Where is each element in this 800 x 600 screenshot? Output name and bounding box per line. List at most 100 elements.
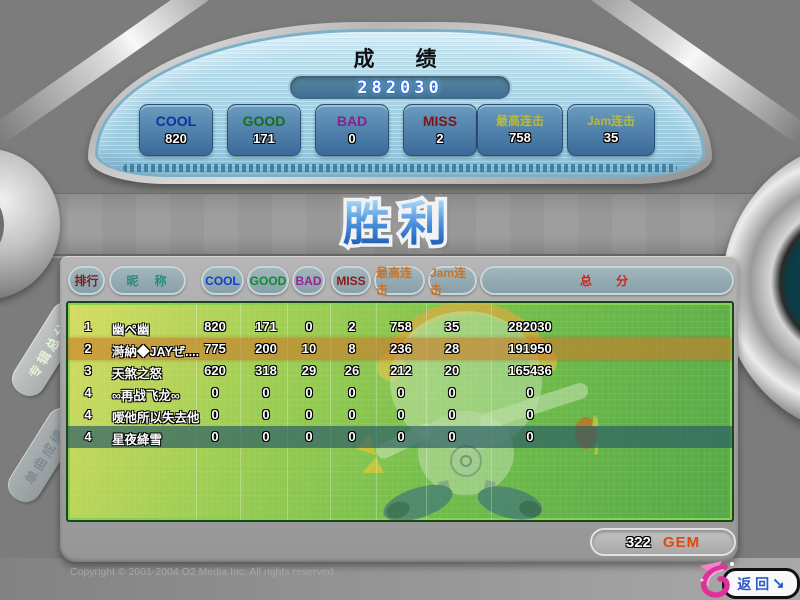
stat-value: 171 — [253, 130, 275, 146]
dome-dotted-rim — [123, 164, 677, 172]
cell-max-combo: 0 — [397, 429, 405, 444]
cell-good: 0 — [262, 429, 270, 444]
cell-nickname: 天煞之怒 — [112, 367, 163, 381]
cell-max-combo: 212 — [390, 363, 412, 378]
cell-bad: 29 — [301, 363, 317, 378]
cell-jam-combo: 0 — [448, 429, 456, 444]
cell-rank: 4 — [84, 385, 92, 400]
cell-good: 318 — [255, 363, 277, 378]
column-separator — [287, 303, 288, 520]
cell-good: 171 — [255, 319, 277, 334]
stat-value: 0 — [348, 130, 356, 146]
cell-good: 0 — [262, 385, 270, 400]
speaker-left-decor — [0, 148, 60, 300]
column-separator — [196, 303, 197, 520]
stat-value: 758 — [509, 129, 531, 145]
header-cool: COOL — [201, 266, 244, 295]
score-dome: 成 绩 282030 COOL 820 GOOD 171 BAD 0 MISS … — [88, 22, 712, 184]
table-row: 3 天煞之怒 620 318 29 26 212 20 165436 — [68, 360, 732, 382]
column-separator — [426, 303, 427, 520]
cell-cool: 0 — [211, 385, 219, 400]
cell-jam-combo: 28 — [444, 341, 460, 356]
stat-box-bad: BAD 0 — [315, 104, 389, 156]
cell-cool: 0 — [211, 407, 219, 422]
cell-bad: 0 — [305, 385, 313, 400]
cell-jam-combo: 35 — [444, 319, 460, 334]
column-separator — [240, 303, 241, 520]
cell-jam-combo: 0 — [448, 407, 456, 422]
header-total: 总 分 — [480, 266, 734, 295]
gem-label: GEM — [662, 533, 701, 551]
stat-box-jam-combo: Jam连击 35 — [567, 104, 655, 156]
cell-nickname: 幽ぺ幽 — [112, 323, 150, 337]
copyright-text: Copyright © 2001-2004 O2 Media Inc. All … — [70, 566, 337, 578]
victory-text: 胜利 — [343, 196, 457, 250]
stat-value: 35 — [603, 129, 619, 145]
back-button[interactable]: 返 回 ↘ — [722, 568, 800, 599]
cell-rank: 4 — [84, 429, 92, 444]
cell-bad: 10 — [301, 341, 317, 356]
cell-good: 0 — [262, 407, 270, 422]
gem-counter: 322 GEM — [590, 528, 736, 556]
victory-banner: 胜利 胜利 — [0, 192, 800, 254]
stat-box-max-combo: 最高连击 758 — [477, 104, 563, 156]
cell-total: 165436 — [508, 363, 552, 378]
cell-rank: 1 — [84, 319, 92, 334]
cell-miss: 0 — [348, 385, 356, 400]
cell-max-combo: 236 — [390, 341, 412, 356]
row-highlight-teal — [68, 426, 732, 448]
cell-total: 282030 — [508, 319, 552, 334]
cell-cool: 0 — [211, 429, 219, 444]
pink-swirl-icon — [700, 561, 734, 598]
ranking-panel: 排行 昵 称 COOL GOOD BAD MISS 最高连击 Jam连击 总 分 — [60, 256, 738, 562]
cell-bad: 0 — [305, 319, 313, 334]
header-miss: MISS — [331, 266, 371, 295]
back-arrow-icon: ↘ — [772, 575, 785, 592]
cell-miss: 0 — [348, 407, 356, 422]
victory-band — [0, 193, 800, 256]
table-row: 4 星夜絳雪 0 0 0 0 0 0 0 — [68, 426, 732, 448]
stat-label: COOL — [155, 113, 197, 130]
cell-cool: 775 — [204, 341, 226, 356]
cell-bad: 0 — [305, 407, 313, 422]
score-value: 282030 — [357, 77, 443, 98]
stat-box-cool: COOL 820 — [139, 104, 213, 156]
table-row: 4 嗳他所以失去他 0 0 0 0 0 0 0 — [68, 404, 732, 426]
cell-total: 0 — [526, 385, 534, 400]
table-row: 2 溡納◆JAYぜ.... 775 200 10 8 236 28 191950 — [68, 338, 732, 360]
cell-cool: 820 — [204, 319, 226, 334]
stat-label: GOOD — [242, 113, 286, 130]
stat-label: 最高连击 — [495, 114, 544, 129]
stat-label: BAD — [336, 113, 368, 130]
score-title: 成 绩 — [353, 48, 447, 71]
score-display: 282030 — [288, 74, 512, 101]
header-rank: 排行 — [68, 266, 105, 295]
header-max-combo: 最高连击 — [374, 266, 425, 297]
cell-nickname: ∞再战飞龙∞ — [112, 389, 180, 403]
cell-max-combo: 758 — [390, 319, 412, 334]
score-dome-inner: 成 绩 282030 COOL 820 GOOD 171 BAD 0 MISS … — [95, 29, 705, 177]
stat-box-miss: MISS 2 — [403, 104, 477, 156]
cell-miss: 0 — [348, 429, 356, 444]
cell-max-combo: 0 — [397, 385, 405, 400]
stat-box-good: GOOD 171 — [227, 104, 301, 156]
stat-label: MISS — [422, 113, 458, 130]
bottom-strip — [0, 558, 800, 600]
cell-total: 0 — [526, 429, 534, 444]
header-jam-combo: Jam连击 — [428, 266, 477, 297]
stat-value: 2 — [436, 130, 444, 146]
row-highlight-orange — [68, 338, 732, 360]
column-separator — [491, 303, 492, 520]
cell-rank: 2 — [84, 341, 92, 356]
cell-miss: 26 — [344, 363, 360, 378]
cell-nickname: 嗳他所以失去他 — [112, 411, 200, 425]
cell-total: 191950 — [508, 341, 552, 356]
cell-good: 200 — [255, 341, 277, 356]
table-row: 1 幽ぺ幽 820 171 0 2 758 35 282030 — [68, 316, 732, 338]
gem-value: 322 — [625, 533, 651, 551]
cell-miss: 8 — [348, 341, 356, 356]
victory-text-outline: 胜利 — [340, 196, 457, 250]
results-area: 1 幽ぺ幽 820 171 0 2 758 35 282030 2 溡納◆JAY… — [66, 301, 734, 522]
header-bad: BAD — [292, 266, 325, 295]
